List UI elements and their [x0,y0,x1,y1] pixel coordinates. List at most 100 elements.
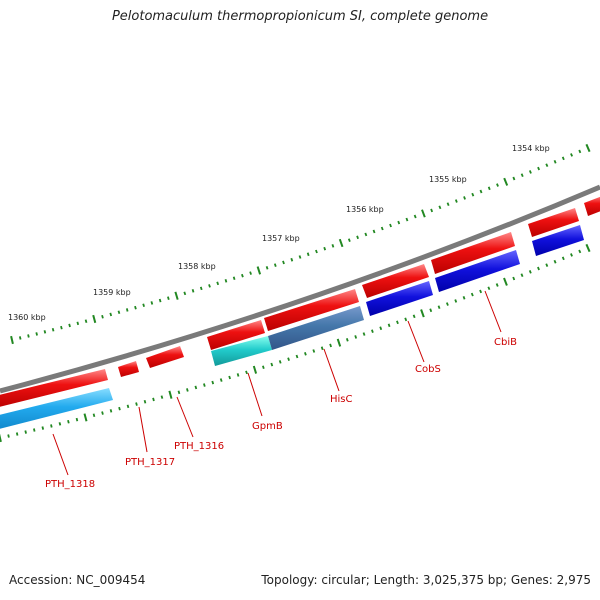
inner-scale-major-tick [83,413,88,422]
outer-scale-minor-tick [487,186,491,191]
connector-hisc [323,348,340,392]
forward-genes [0,195,600,408]
outer-scale-minor-tick [471,192,475,197]
inner-scale-minor-tick [528,270,532,274]
outer-scale-minor-tick [51,327,55,332]
scale-label-1358: 1358 kbp [178,262,216,271]
outer-scale-minor-tick [216,281,220,286]
inner-scale-minor-tick [396,320,399,325]
inner-scale-minor-tick [126,404,130,409]
inner-scale-minor-tick [270,362,274,367]
inner-scale-minor-tick [412,314,416,319]
outer-scale-minor-tick [570,153,574,157]
inner-scale-major-tick [252,365,258,374]
inner-scale-minor-tick [454,299,458,303]
outer-scale-minor-tick [191,289,195,293]
outer-scale-minor-tick [537,166,541,171]
outer-scale-major-tick [256,266,262,275]
gene-label-cbib[interactable]: CbiB [494,337,517,348]
inner-scale-minor-tick [570,253,573,257]
outer-scale-minor-tick [249,271,252,275]
outer-scale-ticks [10,143,591,345]
inner-scale-minor-tick [177,390,181,395]
inner-scale-minor-tick [329,343,332,348]
gene-label-hisc[interactable]: HisC [330,394,353,405]
genome-summary-text: Topology: circular; Length: 3,025,375 bp… [261,573,591,587]
inner-scale-minor-tick [520,273,524,278]
gene-label-pth1317[interactable]: PTH_1317 [125,457,175,468]
connector-gpmb [247,372,263,417]
inner-scale-minor-tick [228,375,231,380]
outer-scale-minor-tick [232,276,236,281]
outer-scale-minor-tick [438,205,442,210]
outer-scale-minor-tick [43,330,47,334]
inner-scale-minor-tick [287,357,290,361]
inner-scale-minor-tick [561,256,565,261]
inner-scale-minor-tick [578,249,582,254]
outer-scale-major-tick [10,335,14,345]
outer-scale-minor-tick [430,208,434,213]
inner-scale-minor-tick [512,276,516,281]
gene-arrow-hisc[interactable] [264,289,359,331]
inner-scale-minor-tick [387,323,391,328]
cog-bar-next-1 [532,225,584,256]
outer-scale-minor-tick [117,310,121,314]
outer-scale-minor-tick [224,279,228,283]
inner-scale-minor-tick [219,378,223,382]
gene-arrow-pth1316[interactable] [146,346,184,368]
inner-scale-minor-tick [462,295,466,300]
inner-scale-minor-tick [41,426,45,430]
connector-pth1318 [52,433,69,476]
map-title: Pelotomaculum thermopropionicum SI, comp… [111,9,489,24]
inner-scale-minor-tick [58,422,62,426]
label-connectors [52,290,502,476]
outer-scale-minor-tick [298,255,302,259]
gene-label-cobs[interactable]: CobS [415,364,441,375]
outer-scale-minor-tick [512,176,516,181]
outer-scale-minor-tick [60,325,63,330]
gene-arrow-gpmb[interactable] [207,320,265,350]
gene-arrow-pth1318[interactable] [0,369,108,408]
connector-pth1317 [138,406,148,453]
gene-label-pth1318[interactable]: PTH_1318 [45,479,95,490]
outer-scale-minor-tick [76,321,80,326]
gene-arrow-pth1317[interactable] [118,361,139,377]
inner-scale-minor-tick [537,266,540,271]
gene-arrow-cbib[interactable] [431,232,515,274]
outer-scale-minor-tick [528,170,532,174]
connector-cbib [484,290,502,333]
outer-scale-minor-tick [463,196,466,200]
gene-arrow-next-1[interactable] [528,208,579,237]
outer-scale-minor-tick [347,238,351,243]
connector-cobs [407,320,425,363]
gene-label-pth1316[interactable]: PTH_1316 [174,441,224,452]
inner-scale-minor-tick [429,308,433,313]
outer-scale-minor-tick [364,232,368,237]
genome-backbone [0,184,600,394]
scale-label-1357: 1357 kbp [262,234,300,243]
gene-label-gpmb[interactable]: GpmB [252,421,283,432]
outer-scale-minor-tick [446,202,450,207]
outer-scale-minor-tick [265,266,269,270]
gene-arrow-cobs[interactable] [362,264,429,298]
outer-scale-minor-tick [479,189,483,194]
gene-arrow-next-2[interactable] [584,195,600,216]
outer-scale-minor-tick [454,199,458,203]
outer-scale-minor-tick [150,301,154,305]
outer-scale-minor-tick [520,173,524,178]
outer-scale-minor-tick [553,159,557,164]
outer-scale-major-tick [503,177,509,186]
scale-label-1360: 1360 kbp [8,313,46,322]
inner-scale-minor-tick [194,385,198,390]
inner-scale-minor-tick [109,409,113,413]
connector-pth1316 [176,396,194,438]
outer-scale-minor-tick [380,226,384,231]
inner-scale-minor-tick [101,411,104,415]
inner-scale-minor-tick [118,406,121,411]
outer-scale-minor-tick [27,334,30,338]
inner-scale-major-tick [585,243,591,253]
scale-label-1354: 1354 kbp [512,144,550,153]
outer-scale-minor-tick [158,298,162,303]
outer-scale-minor-tick [306,252,310,257]
